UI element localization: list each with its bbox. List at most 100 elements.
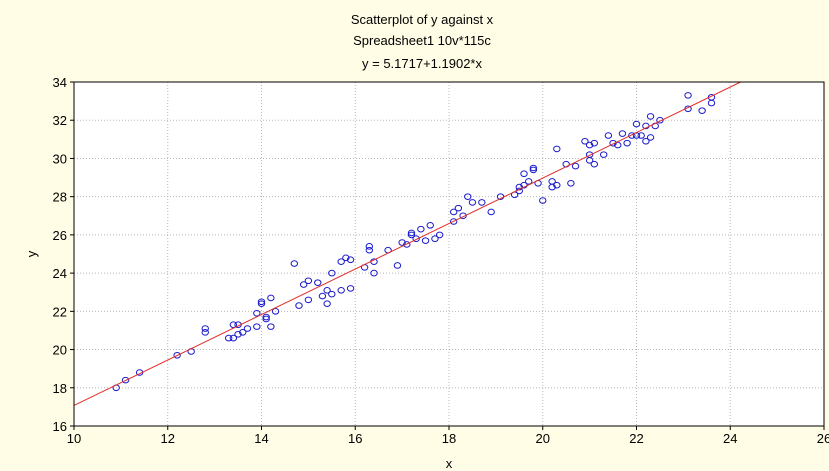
y-tick-label: 28 <box>53 190 67 205</box>
data-point <box>337 258 345 265</box>
data-point <box>637 132 645 139</box>
data-point <box>262 313 270 321</box>
data-point <box>454 204 463 212</box>
data-point <box>524 178 533 185</box>
y-tick-label: 20 <box>53 343 67 358</box>
data-point <box>304 296 313 304</box>
data-point <box>628 132 636 139</box>
data-point <box>449 218 458 225</box>
data-point <box>567 179 575 187</box>
data-point <box>299 281 308 288</box>
regression-equation: y = 5.1717+1.1902*x <box>362 56 482 71</box>
data-point <box>435 231 444 239</box>
data-point <box>370 269 378 277</box>
data-point <box>342 254 350 262</box>
data-point <box>304 277 313 285</box>
data-point <box>337 287 345 294</box>
y-axis-label: y <box>24 250 39 257</box>
data-point <box>234 330 242 338</box>
data-point <box>323 287 331 294</box>
data-point <box>642 137 650 145</box>
data-point <box>290 260 299 267</box>
data-point <box>253 323 261 330</box>
y-tick-label: 26 <box>53 228 67 243</box>
y-tick-label: 32 <box>53 113 67 128</box>
data-point <box>365 246 374 254</box>
data-point <box>539 197 547 204</box>
data-point <box>412 235 420 243</box>
data-point <box>571 162 580 170</box>
y-tick-label: 22 <box>53 304 67 319</box>
data-point <box>646 113 655 120</box>
data-point <box>323 300 331 307</box>
data-point <box>553 145 561 153</box>
y-tick-label: 16 <box>53 419 67 434</box>
data-point <box>478 199 486 206</box>
data-point <box>590 139 599 147</box>
y-tick-label: 30 <box>53 151 67 166</box>
regression-line <box>73 81 741 406</box>
data-point <box>487 208 495 216</box>
y-tick-label: 34 <box>53 75 67 90</box>
data-point <box>398 239 406 246</box>
y-axis-ticks: 16 18 20 22 24 26 28 30 32 34 <box>53 75 74 434</box>
x-tick-label: 24 <box>723 431 737 446</box>
grid-lines <box>74 82 824 426</box>
data-point <box>407 229 416 237</box>
data-point <box>318 292 327 300</box>
data-point <box>295 302 303 309</box>
data-point <box>403 241 411 248</box>
x-tick-label: 22 <box>629 431 643 446</box>
data-point <box>590 160 599 168</box>
data-point <box>618 130 627 137</box>
data-point <box>623 139 631 147</box>
data-point <box>201 329 209 336</box>
data-point <box>328 290 336 298</box>
x-tick-label: 16 <box>348 431 362 446</box>
x-tick-label: 14 <box>254 431 268 446</box>
data-point <box>365 243 374 250</box>
chart-subtitle: Spreadsheet1 10v*115c <box>353 33 491 48</box>
data-point <box>267 323 275 330</box>
data-point <box>431 235 439 243</box>
data-point <box>257 298 266 306</box>
data-point <box>520 170 528 178</box>
data-point <box>614 141 622 149</box>
data-point <box>585 151 594 158</box>
data-point <box>243 325 252 332</box>
x-tick-label: 18 <box>442 431 456 446</box>
x-tick-label: 12 <box>161 431 175 446</box>
x-tick-label: 20 <box>536 431 550 446</box>
plot-frame <box>73 81 825 427</box>
data-point <box>121 376 130 384</box>
data-point <box>267 294 275 302</box>
data-point <box>656 116 664 124</box>
x-tick-label: 26 <box>817 431 829 446</box>
data-point <box>421 237 430 244</box>
data-point <box>684 92 692 99</box>
data-point <box>393 262 402 269</box>
data-point <box>328 269 336 277</box>
y-tick-label: 24 <box>53 266 67 281</box>
data-point <box>426 222 434 229</box>
data-point <box>632 120 641 128</box>
x-axis-label: x <box>446 456 453 471</box>
data-point <box>417 225 425 233</box>
data-point <box>239 329 247 336</box>
data-point <box>464 193 472 200</box>
x-axis-ticks: 10 12 14 16 18 20 22 24 26 <box>67 426 829 446</box>
y-tick-label: 18 <box>53 381 67 396</box>
data-point <box>553 181 561 189</box>
data-point <box>468 199 477 206</box>
data-point <box>229 321 238 329</box>
data-point <box>201 325 209 332</box>
data-point <box>646 134 655 141</box>
data-point <box>698 107 706 114</box>
data-point <box>585 141 594 149</box>
data-point <box>449 208 458 216</box>
data-point <box>599 151 608 158</box>
data-point <box>224 334 233 342</box>
data-point <box>529 164 538 172</box>
data-point <box>314 279 322 286</box>
